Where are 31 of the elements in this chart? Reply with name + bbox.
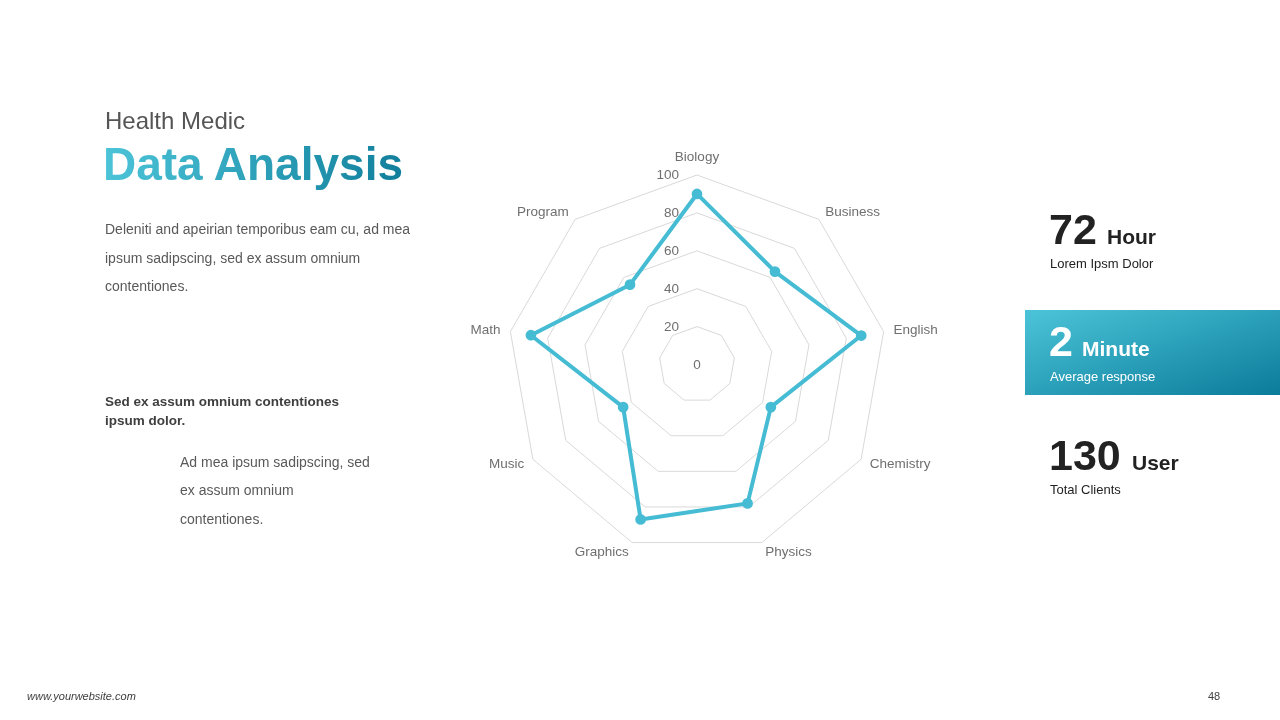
- spoke-label: Physics: [765, 543, 812, 559]
- text: 2: [1049, 317, 1073, 365]
- text: Ad mea ipsum sadipscing, sed ex assum omnium contentiones.: [180, 454, 370, 527]
- spoke-label: Biology: [674, 149, 720, 164]
- y-tick-label: 40: [663, 280, 679, 296]
- y-tick-label: 100: [656, 167, 679, 182]
- text: Minute: [1082, 337, 1150, 360]
- text: Hour: [1107, 225, 1156, 248]
- spoke-label: Music: [488, 456, 525, 472]
- text: Total Clients: [1050, 482, 1122, 497]
- spoke-label: Chemistry: [869, 456, 931, 472]
- spoke-label: Business: [825, 203, 881, 219]
- y-tick-label: 20: [663, 318, 679, 334]
- chart-title: Data Analysis: [103, 138, 403, 190]
- y-tick-label: 80: [663, 204, 679, 220]
- spoke-label: English: [893, 321, 938, 337]
- text: Sed ex assum omnium contentiones ipsum dolor.: [105, 394, 340, 428]
- spoke-label: Graphics: [574, 543, 630, 559]
- text: 72: [1049, 205, 1097, 253]
- text: Lorem Ipsm Dolor: [1050, 256, 1154, 271]
- text: Average response: [1050, 369, 1156, 384]
- text: Deleniti and apeirian temporibus eam cu, ad mea ipsum sadipscing, sed ex assum omnium contentiones.: [105, 221, 411, 294]
- text: User: [1132, 451, 1179, 474]
- spoke-label: Math: [470, 321, 501, 337]
- text: 48: [1207, 690, 1221, 702]
- y-tick-label: 0: [693, 356, 701, 372]
- y-tick-label: 60: [663, 242, 679, 258]
- spoke-label: Program: [517, 203, 569, 219]
- text: www.yourwebsite.com: [27, 690, 136, 702]
- text: 130: [1049, 431, 1121, 479]
- text: Health Medic: [105, 107, 246, 134]
